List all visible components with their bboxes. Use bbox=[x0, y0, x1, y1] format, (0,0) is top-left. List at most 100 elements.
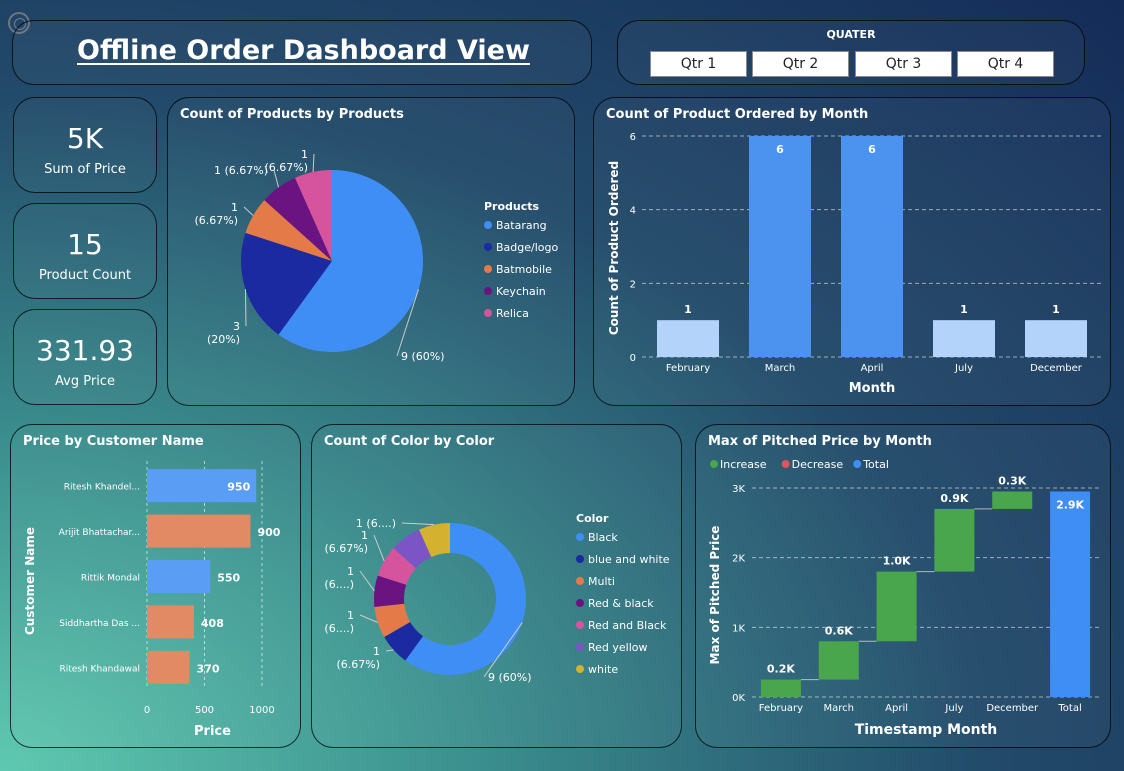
x-axis-title: Month bbox=[849, 381, 896, 396]
x-tick-label: July bbox=[944, 703, 963, 714]
x-tick-label: February bbox=[759, 703, 803, 714]
data-label: 1 bbox=[373, 645, 380, 658]
x-tick-label: 0 bbox=[144, 705, 150, 716]
legend-item: Increase bbox=[720, 458, 767, 471]
color-donut-panel: Count of Color by Color 9 (60%) 1 (6.67%) 1… bbox=[311, 424, 682, 748]
pie-slice bbox=[245, 200, 332, 261]
legend-marker bbox=[576, 533, 584, 541]
y-tick-label: Ritesh Khandawal bbox=[59, 664, 140, 674]
data-label: (6.67%) bbox=[336, 658, 380, 671]
bar bbox=[841, 136, 903, 357]
pie-slice bbox=[264, 177, 332, 261]
waterfall-bar bbox=[992, 491, 1033, 509]
data-label: 1 bbox=[960, 303, 968, 316]
x-tick-label: December bbox=[1030, 363, 1083, 374]
data-label: 1 bbox=[684, 303, 692, 316]
legend-item: Total bbox=[862, 458, 889, 471]
data-label: 9 (60%) bbox=[401, 350, 445, 363]
legend-item: Black bbox=[588, 531, 618, 544]
leader-line bbox=[273, 169, 279, 188]
x-tick-label: April bbox=[861, 363, 884, 374]
legend-marker bbox=[484, 265, 492, 273]
data-label: 950 bbox=[227, 481, 250, 494]
leader-line bbox=[243, 206, 254, 216]
month-bar-chart: 0 2 4 6 1 February 6 March 6 April 1 July 1 December M… bbox=[607, 132, 1102, 396]
legend-item: Multi bbox=[588, 575, 615, 588]
legend-item: Red & black bbox=[588, 597, 654, 610]
legend-title: Color bbox=[576, 512, 609, 525]
kpi-label: Product Count bbox=[38, 268, 132, 283]
donut-slice bbox=[419, 523, 450, 557]
data-label: 0.3K bbox=[998, 474, 1026, 487]
donut-slice bbox=[405, 523, 526, 675]
legend-marker bbox=[484, 287, 492, 295]
x-tick-label: April bbox=[885, 703, 908, 714]
kpi-label: Sum of Price bbox=[44, 162, 126, 177]
pie-slice bbox=[241, 232, 332, 335]
leader-line bbox=[401, 522, 435, 526]
data-label: 1 (6....) bbox=[356, 517, 396, 530]
data-label: 0.9K bbox=[940, 492, 968, 505]
chart-title: Count of Color by Color bbox=[324, 434, 495, 449]
bar bbox=[933, 320, 995, 357]
kpi-card-product-count: 15 Product Count bbox=[13, 203, 157, 299]
bar bbox=[749, 136, 811, 357]
x-tick-label: 1000 bbox=[249, 705, 274, 716]
donut-slice bbox=[374, 575, 407, 607]
y-tick-label: 1K bbox=[732, 623, 745, 634]
x-tick-label: February bbox=[666, 363, 710, 374]
x-tick-label: July bbox=[954, 363, 973, 374]
data-label: (6.67%) bbox=[194, 214, 238, 227]
data-label: (6.67%) bbox=[324, 542, 368, 555]
chart-title: Count of Products by Products bbox=[180, 107, 404, 122]
bar bbox=[147, 605, 194, 639]
waterfall-chart: Increase Decrease Total 0K 1K 2K 3K 0.2K Februar… bbox=[708, 458, 1099, 738]
leader-line bbox=[359, 570, 375, 592]
products-pie-chart: 9 (60%)3(20%)1(6.67%)1 (6.67%)1(6.67%)Pr… bbox=[194, 148, 558, 363]
chart-title: Max of Pitched Price by Month bbox=[708, 434, 932, 449]
donut-slice bbox=[393, 529, 432, 569]
qtr2-button[interactable]: Qtr 2 bbox=[752, 51, 849, 77]
legend-item: Decrease bbox=[792, 458, 844, 471]
data-label: (6....) bbox=[324, 622, 354, 635]
legend-marker bbox=[484, 309, 492, 317]
y-axis-title: Count of Product Ordered bbox=[607, 161, 621, 335]
kpi-card-avg-price: 331.93 Avg Price bbox=[13, 309, 157, 405]
bar bbox=[657, 320, 719, 357]
kpi-card-sum-price: 5K Sum of Price bbox=[13, 97, 157, 193]
waterfall-bar bbox=[876, 571, 917, 642]
customer-bar-chart: 0 500 1000 Ritesh Khandel... 950 Arijit Bhatt… bbox=[23, 461, 281, 739]
waterfall-panel: Max of Pitched Price by Month Increase De… bbox=[695, 424, 1111, 748]
bar bbox=[147, 469, 257, 503]
legend-marker bbox=[576, 643, 584, 651]
legend-marker bbox=[576, 577, 584, 585]
donut-slice bbox=[377, 548, 416, 585]
legend-item: Badge/logo bbox=[496, 241, 558, 254]
y-tick-label: Ritesh Khandel... bbox=[64, 483, 140, 493]
legend-marker bbox=[484, 243, 492, 251]
qtr3-button[interactable]: Qtr 3 bbox=[855, 51, 952, 77]
customer-bar-panel: Price by Customer Name 0 500 1000 Ritesh Kh… bbox=[10, 424, 301, 748]
qtr4-button[interactable]: Qtr 4 bbox=[957, 51, 1054, 77]
bar bbox=[1025, 320, 1087, 357]
x-tick-label: March bbox=[824, 703, 854, 714]
leader-line bbox=[483, 622, 523, 678]
legend-marker bbox=[710, 460, 718, 468]
y-axis-title: Customer Name bbox=[23, 527, 37, 635]
data-label: 0.6K bbox=[825, 624, 853, 637]
kpi-value: 331.93 bbox=[36, 334, 134, 367]
data-label: 6 bbox=[776, 143, 784, 156]
waterfall-bar bbox=[1050, 491, 1091, 697]
data-label: 2.9K bbox=[1056, 498, 1084, 511]
y-axis-title: Max of Pitched Price bbox=[708, 526, 722, 665]
x-tick-label: Total bbox=[1057, 703, 1081, 714]
leader-line bbox=[312, 153, 315, 173]
qtr1-button[interactable]: Qtr 1 bbox=[650, 51, 747, 77]
y-tick-label: Arijit Bhattachar... bbox=[59, 528, 140, 538]
data-label: 550 bbox=[217, 572, 240, 585]
title-panel: Offline Order Dashboard View bbox=[12, 20, 592, 85]
y-tick-label: 0K bbox=[732, 693, 745, 704]
data-label: 1 bbox=[361, 529, 368, 542]
legend-title: Products bbox=[484, 200, 540, 213]
slicer-label: QUATER bbox=[826, 28, 876, 41]
